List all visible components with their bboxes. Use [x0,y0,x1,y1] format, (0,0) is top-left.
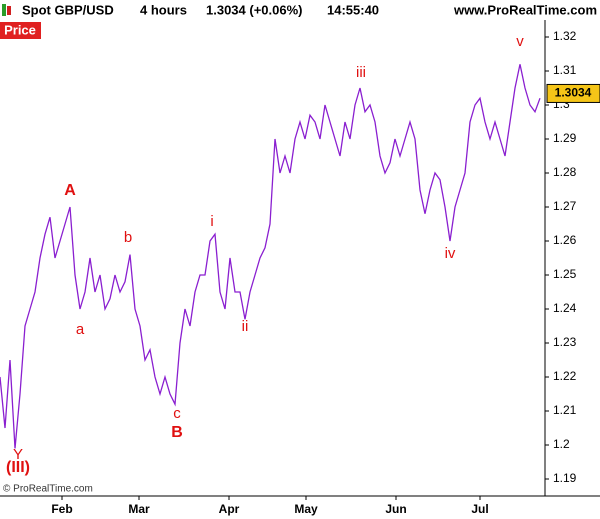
time: 14:55:40 [327,2,379,17]
wave-label: Y [13,446,23,463]
site: www.ProRealTime.com [453,2,597,17]
y-tick-label: 1.26 [553,233,577,247]
x-tick-label: Feb [51,502,72,516]
y-tick-label: 1.31 [553,63,577,77]
panel-label-box [0,22,41,39]
y-tick-label: 1.22 [553,369,577,383]
panel-label: Price [4,22,36,37]
quote: 1.3034 (+0.06%) [206,2,302,17]
x-tick-label: Mar [128,502,150,516]
interval: 4 hours [140,2,187,17]
y-tick-label: 1.23 [553,335,577,349]
y-tick-label: 1.32 [553,29,577,43]
y-tick-label: 1.27 [553,199,577,213]
wave-label: i [210,213,213,230]
wave-label: a [76,321,85,338]
copyright: © ProRealTime.com [3,484,93,495]
y-tick-label: 1.29 [553,131,577,145]
y-tick-label: 1.2 [553,437,570,451]
y-tick-label: 1.24 [553,301,577,315]
wave-label: iii [356,64,366,81]
wave-label: c [173,405,181,422]
y-tick-label: 1.25 [553,267,577,281]
wave-label: (III) [6,459,30,476]
wave-label: iv [445,245,456,262]
x-tick-label: Jun [385,502,406,516]
wave-label: ii [242,318,249,335]
wave-label: v [516,33,524,50]
x-tick-label: May [294,502,318,516]
y-tick-label: 1.28 [553,165,577,179]
wave-label: B [171,424,183,441]
icon [7,6,11,15]
last-price-label: 1.3034 [555,86,592,100]
y-tick-label: 1.19 [553,471,577,485]
price-line [0,64,541,449]
wave-label: A [64,182,76,199]
last-price-box [546,83,600,103]
wave-label: b [124,229,132,246]
icon [2,4,6,16]
x-tick-label: Jul [471,502,488,516]
instrument: Spot GBP/USD [22,2,114,17]
y-tick-label: 1.21 [553,403,577,417]
x-tick-label: Apr [219,502,240,516]
